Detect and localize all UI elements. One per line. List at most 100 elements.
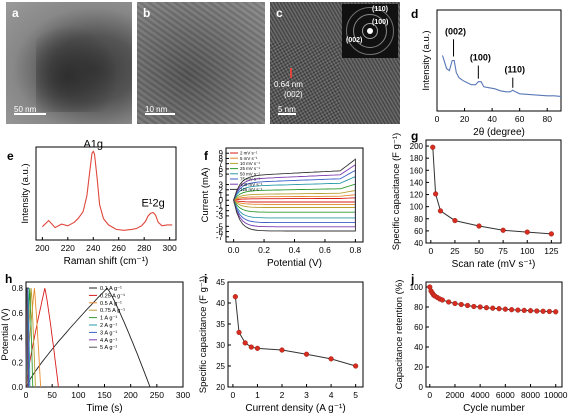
plot-frame-e — [35, 146, 177, 241]
x-tick-label-i: 3 — [304, 390, 309, 400]
legend-label-f: 25 mV s⁻¹ — [240, 166, 260, 171]
peak-label-e: A1g — [83, 138, 103, 150]
y-tick-label-f: -6 — [216, 228, 224, 237]
y-axis-label-j: Capacitance retention (%) — [394, 280, 405, 390]
y-tick-label-h: 0.2 — [12, 358, 24, 367]
data-point-j — [490, 305, 496, 311]
x-tick-label-g: 50 — [474, 246, 484, 256]
data-point-i — [254, 345, 261, 351]
x-tick-label-e: 200 — [35, 243, 49, 253]
legend-label-f: 10 mV s⁻¹ — [240, 161, 260, 166]
cv-curve — [233, 158, 356, 232]
plot-frame-g — [425, 139, 562, 244]
saed-label-002: (002) — [346, 37, 363, 44]
y-tick-label-i: 25 — [216, 362, 225, 371]
x-tick-label-d: 60 — [515, 114, 525, 124]
data-point-g — [430, 144, 436, 150]
legend-label-h: 0.75 A g⁻¹ — [100, 308, 125, 314]
gcd-curve — [25, 288, 59, 388]
y-tick-label-g: 80 — [414, 215, 423, 224]
panel-label-a: a — [12, 6, 19, 20]
x-tick-label-e: 280 — [137, 243, 151, 253]
y-tick-label-g: 40 — [414, 239, 423, 248]
gcd-curve — [25, 288, 29, 388]
x-tick-label-j: 2000 — [446, 390, 465, 400]
legend-label-f: 125 mV s⁻¹ — [240, 187, 263, 192]
x-axis-label-d: 2θ (degree) — [473, 127, 525, 138]
y-tick-label-f: 9 — [219, 149, 224, 158]
y-tick-label-g: 60 — [414, 227, 423, 236]
legend-label-h: 5 A g⁻¹ — [100, 345, 117, 351]
x-tick-label-f: 0.8 — [349, 245, 361, 255]
x-tick-label-g: 125 — [544, 246, 558, 256]
x-axis-label-i: Current density (A g⁻¹) — [245, 403, 345, 414]
scale-bar-c — [278, 113, 296, 115]
data-point-j — [446, 299, 452, 305]
legend-label-h: 4 A g⁻¹ — [100, 338, 117, 344]
data-point-j — [496, 306, 502, 312]
panel-label-e: e — [7, 149, 14, 163]
panel-label-d: d — [411, 7, 418, 21]
micrograph-b: b 10 nm — [137, 2, 265, 124]
x-tick-label-g: 25 — [450, 246, 460, 256]
micrograph-c: c (110) (100) (002) 0.64 nm (002) 5 nm — [270, 2, 400, 124]
y-axis-label-h: Potential (V) — [0, 308, 11, 360]
y-tick-label-f: 7 — [219, 160, 224, 169]
x-tick-label-d: 0 — [435, 114, 440, 124]
y-axis-label-f: Current (mA) — [200, 168, 211, 223]
plot-frame-d — [436, 9, 562, 112]
y-tick-label-f: 2 — [219, 186, 224, 195]
data-point-i — [328, 356, 334, 362]
data-point-i — [242, 340, 248, 346]
data-point-j — [464, 302, 471, 309]
y-tick-label-j: 0 — [419, 383, 424, 392]
y-tick-label-h: 0.0 — [12, 383, 24, 392]
data-point-i — [248, 344, 254, 350]
y-tick-label-g: 180 — [410, 154, 424, 163]
data-point-j — [509, 307, 515, 313]
scale-bar-a — [14, 113, 46, 115]
panel-label-g: g — [411, 129, 418, 143]
peak-label-e: E¹2g — [141, 198, 164, 210]
y-tick-label-j: 40 — [414, 343, 423, 352]
y-tick-label-j: 80 — [414, 303, 423, 312]
x-tick-label-h: 150 — [97, 390, 111, 400]
x-axis-label-g: Scan rate (mV s⁻¹) — [452, 259, 536, 270]
plot-frame-j — [425, 281, 563, 388]
x-tick-label-h: 200 — [124, 390, 138, 400]
y-tick-label-f: -7 — [216, 233, 224, 242]
x-tick-label-g: 0 — [428, 246, 433, 256]
scale-text-a: 50 nm — [14, 105, 37, 114]
y-tick-label-h: 0.8 — [12, 284, 24, 293]
peak-label-d: (100) — [470, 53, 491, 63]
y-tick-label-g: 100 — [410, 203, 424, 212]
data-point-j — [458, 301, 464, 308]
x-tick-label-f: 0.0 — [228, 245, 240, 255]
y-tick-label-h: 0.6 — [12, 309, 24, 318]
legend-label-h: 1 A g⁻¹ — [100, 316, 117, 322]
y-tick-label-i: 20 — [216, 383, 225, 392]
peak-label-d: (002) — [445, 26, 466, 36]
x-tick-label-e: 240 — [86, 243, 100, 253]
x-tick-label-j: 8000 — [521, 390, 540, 400]
legend-label-f: 75 mV s⁻¹ — [240, 177, 260, 182]
panel-label-j: j — [410, 272, 414, 286]
y-tick-label-f: -5 — [216, 222, 224, 231]
legend-label-h: 0.5 A g⁻¹ — [100, 301, 122, 307]
legend-label-f: 2 mV s⁻¹ — [240, 151, 258, 156]
x-tick-label-j: 4000 — [471, 390, 490, 400]
x-tick-label-j: 10000 — [544, 390, 568, 400]
panel-label-f: f — [204, 149, 209, 163]
x-tick-label-h: 0 — [24, 390, 29, 400]
x-tick-label-g: 100 — [520, 246, 534, 256]
data-point-g — [548, 231, 554, 237]
lattice-spacing: 0.64 nm — [274, 80, 303, 89]
saed-label-100: (100) — [372, 19, 389, 26]
x-tick-label-i: 1 — [255, 390, 260, 400]
data-point-j — [477, 304, 483, 310]
x-tick-label-i: 2 — [280, 390, 285, 400]
data-point-j — [515, 307, 521, 313]
lattice-marker — [290, 68, 292, 78]
data-point-g — [452, 217, 458, 224]
